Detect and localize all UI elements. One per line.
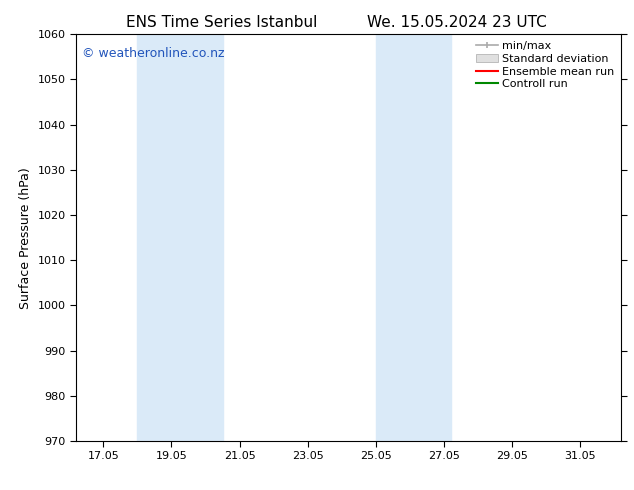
Bar [138,34,223,441]
Bar [376,34,451,441]
Text: © weatheronline.co.nz: © weatheronline.co.nz [82,47,224,59]
Legend: min/max, Standard deviation, Ensemble mean run, Controll run: min/max, Standard deviation, Ensemble me… [472,38,618,93]
Text: ENS Time Series Istanbul: ENS Time Series Istanbul [126,15,318,30]
Text: We. 15.05.2024 23 UTC: We. 15.05.2024 23 UTC [366,15,547,30]
Y-axis label: Surface Pressure (hPa): Surface Pressure (hPa) [19,167,32,309]
